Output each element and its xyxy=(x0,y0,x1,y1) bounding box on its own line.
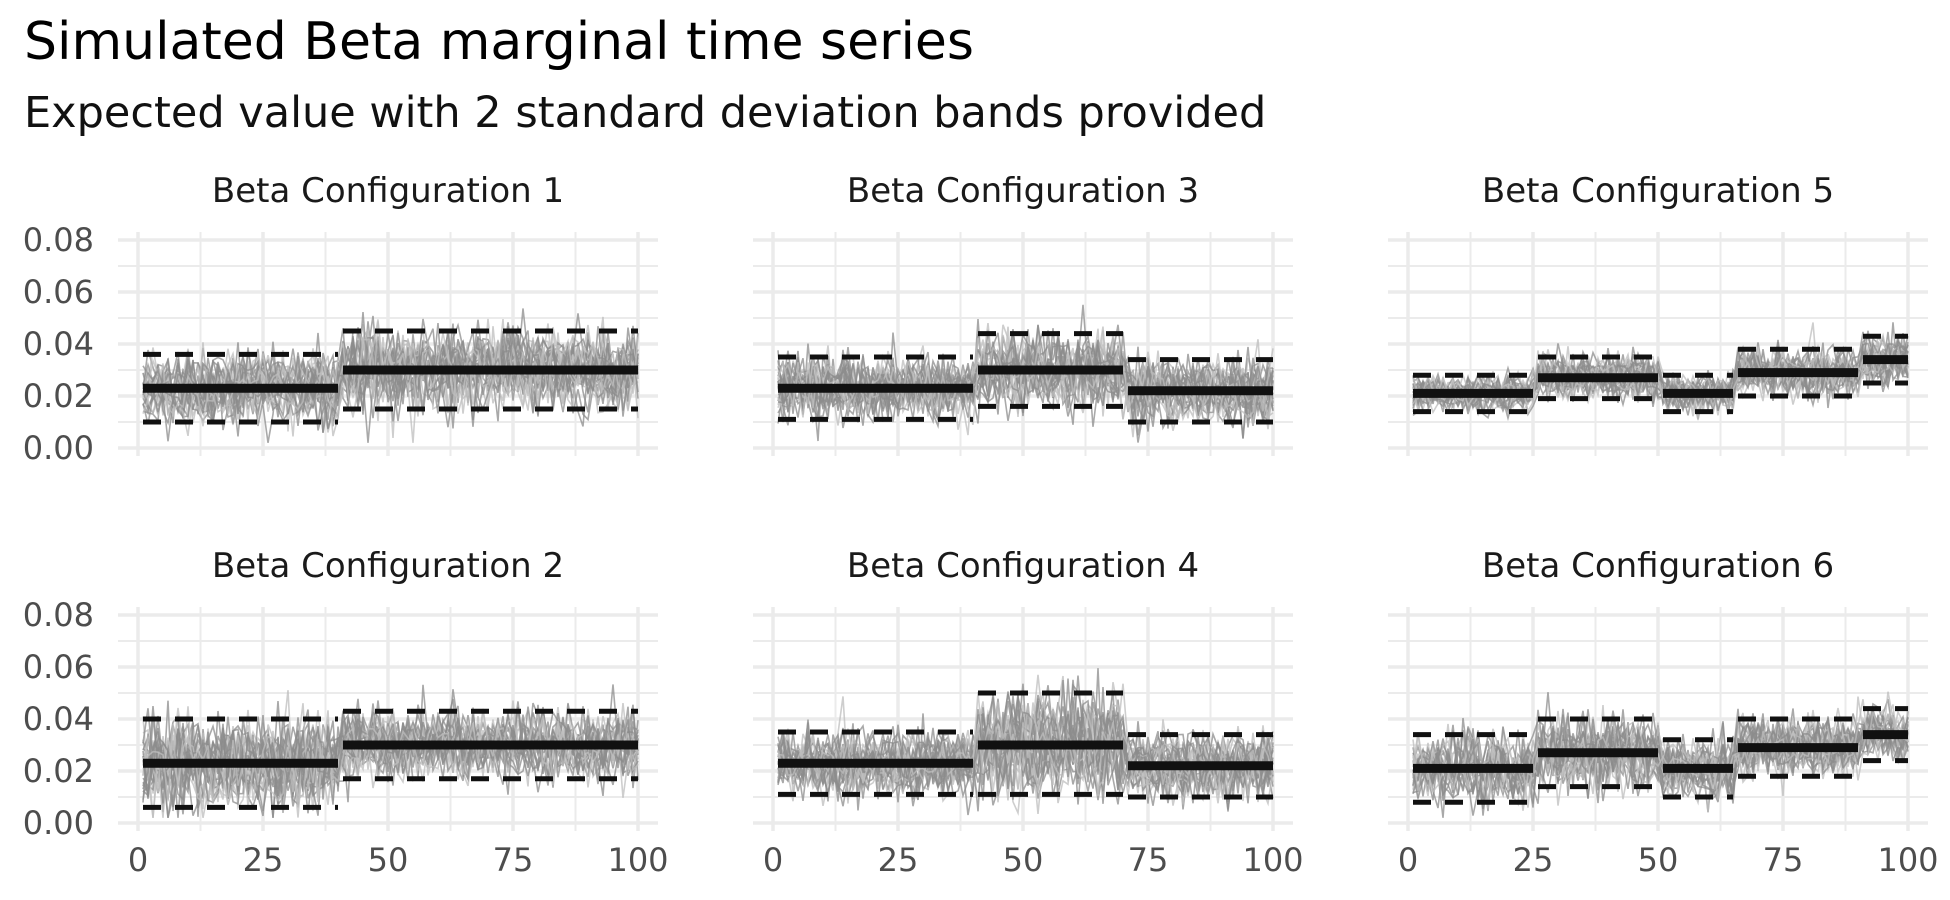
x-tick-label: 75 xyxy=(1763,841,1804,879)
simulated-series-line xyxy=(142,708,639,804)
simulated-series-line xyxy=(142,689,639,804)
simulated-series-line xyxy=(1412,709,1909,799)
y-tick-label: 0.08 xyxy=(23,596,94,634)
x-tick-label: 75 xyxy=(493,841,534,879)
y-tick-label: 0.04 xyxy=(23,325,94,363)
x-tick-label: 50 xyxy=(1003,841,1044,879)
facet-strip-label: Beta Configuration 1 xyxy=(212,171,564,211)
simulated-series-line xyxy=(142,312,639,425)
x-tick-label: 0 xyxy=(763,841,783,879)
x-tick-label: 50 xyxy=(1638,841,1679,879)
y-tick-label: 0.00 xyxy=(23,429,94,467)
chart-subtitle: Expected value with 2 standard deviation… xyxy=(24,88,1267,138)
x-tick-label: 25 xyxy=(1513,841,1554,879)
facet-panel-3: Beta Configuration 3 xyxy=(753,171,1293,456)
simulated-series-line xyxy=(1412,699,1909,808)
simulated-series-line xyxy=(777,343,1274,436)
simulated-series-line xyxy=(1412,691,1909,797)
simulated-series-line xyxy=(1412,702,1909,803)
x-tick-label: 100 xyxy=(607,841,668,879)
y-tick-label: 0.02 xyxy=(23,752,94,790)
facet-strip-label: Beta Configuration 5 xyxy=(1482,171,1834,211)
y-tick-label: 0.04 xyxy=(23,700,94,738)
y-tick-label: 0.02 xyxy=(23,377,94,415)
x-tick-label: 100 xyxy=(1877,841,1938,879)
facet-strip-label: Beta Configuration 6 xyxy=(1482,546,1834,586)
facet-panel-5: Beta Configuration 5 xyxy=(1388,171,1928,456)
facet-strip-label: Beta Configuration 2 xyxy=(212,546,564,586)
y-tick-label: 0.00 xyxy=(23,804,94,842)
x-tick-label: 25 xyxy=(243,841,284,879)
x-tick-label: 0 xyxy=(128,841,148,879)
simulated-series-line xyxy=(142,706,639,807)
y-tick-label: 0.08 xyxy=(23,221,94,259)
facet-panel-6: Beta Configuration 6 0 25 50 75 100 xyxy=(1388,546,1939,879)
simulated-series-line xyxy=(777,697,1274,816)
simulated-series-line xyxy=(142,318,639,427)
x-tick-label: 75 xyxy=(1128,841,1169,879)
facet-strip-label: Beta Configuration 3 xyxy=(847,171,1199,211)
facet-panel-4: Beta Configuration 4 0 25 50 75 100 xyxy=(753,546,1304,879)
facet-panel-2: Beta Configuration 2 0.00 0.02 0.04 0.06 0.08… xyxy=(23,546,669,879)
facet-panel-1: Beta Configuration 1 0.00 0.02 0.04 0.06 0.08 xyxy=(23,171,658,467)
y-tick-label: 0.06 xyxy=(23,273,94,311)
chart-title: Simulated Beta marginal time series xyxy=(24,12,974,72)
facet-strip-label: Beta Configuration 4 xyxy=(847,546,1199,586)
x-tick-label: 25 xyxy=(878,841,919,879)
x-tick-label: 50 xyxy=(368,841,409,879)
x-tick-label: 0 xyxy=(1398,841,1418,879)
x-tick-label: 100 xyxy=(1242,841,1303,879)
y-tick-label: 0.06 xyxy=(23,648,94,686)
simulated-series-line xyxy=(1412,715,1909,816)
